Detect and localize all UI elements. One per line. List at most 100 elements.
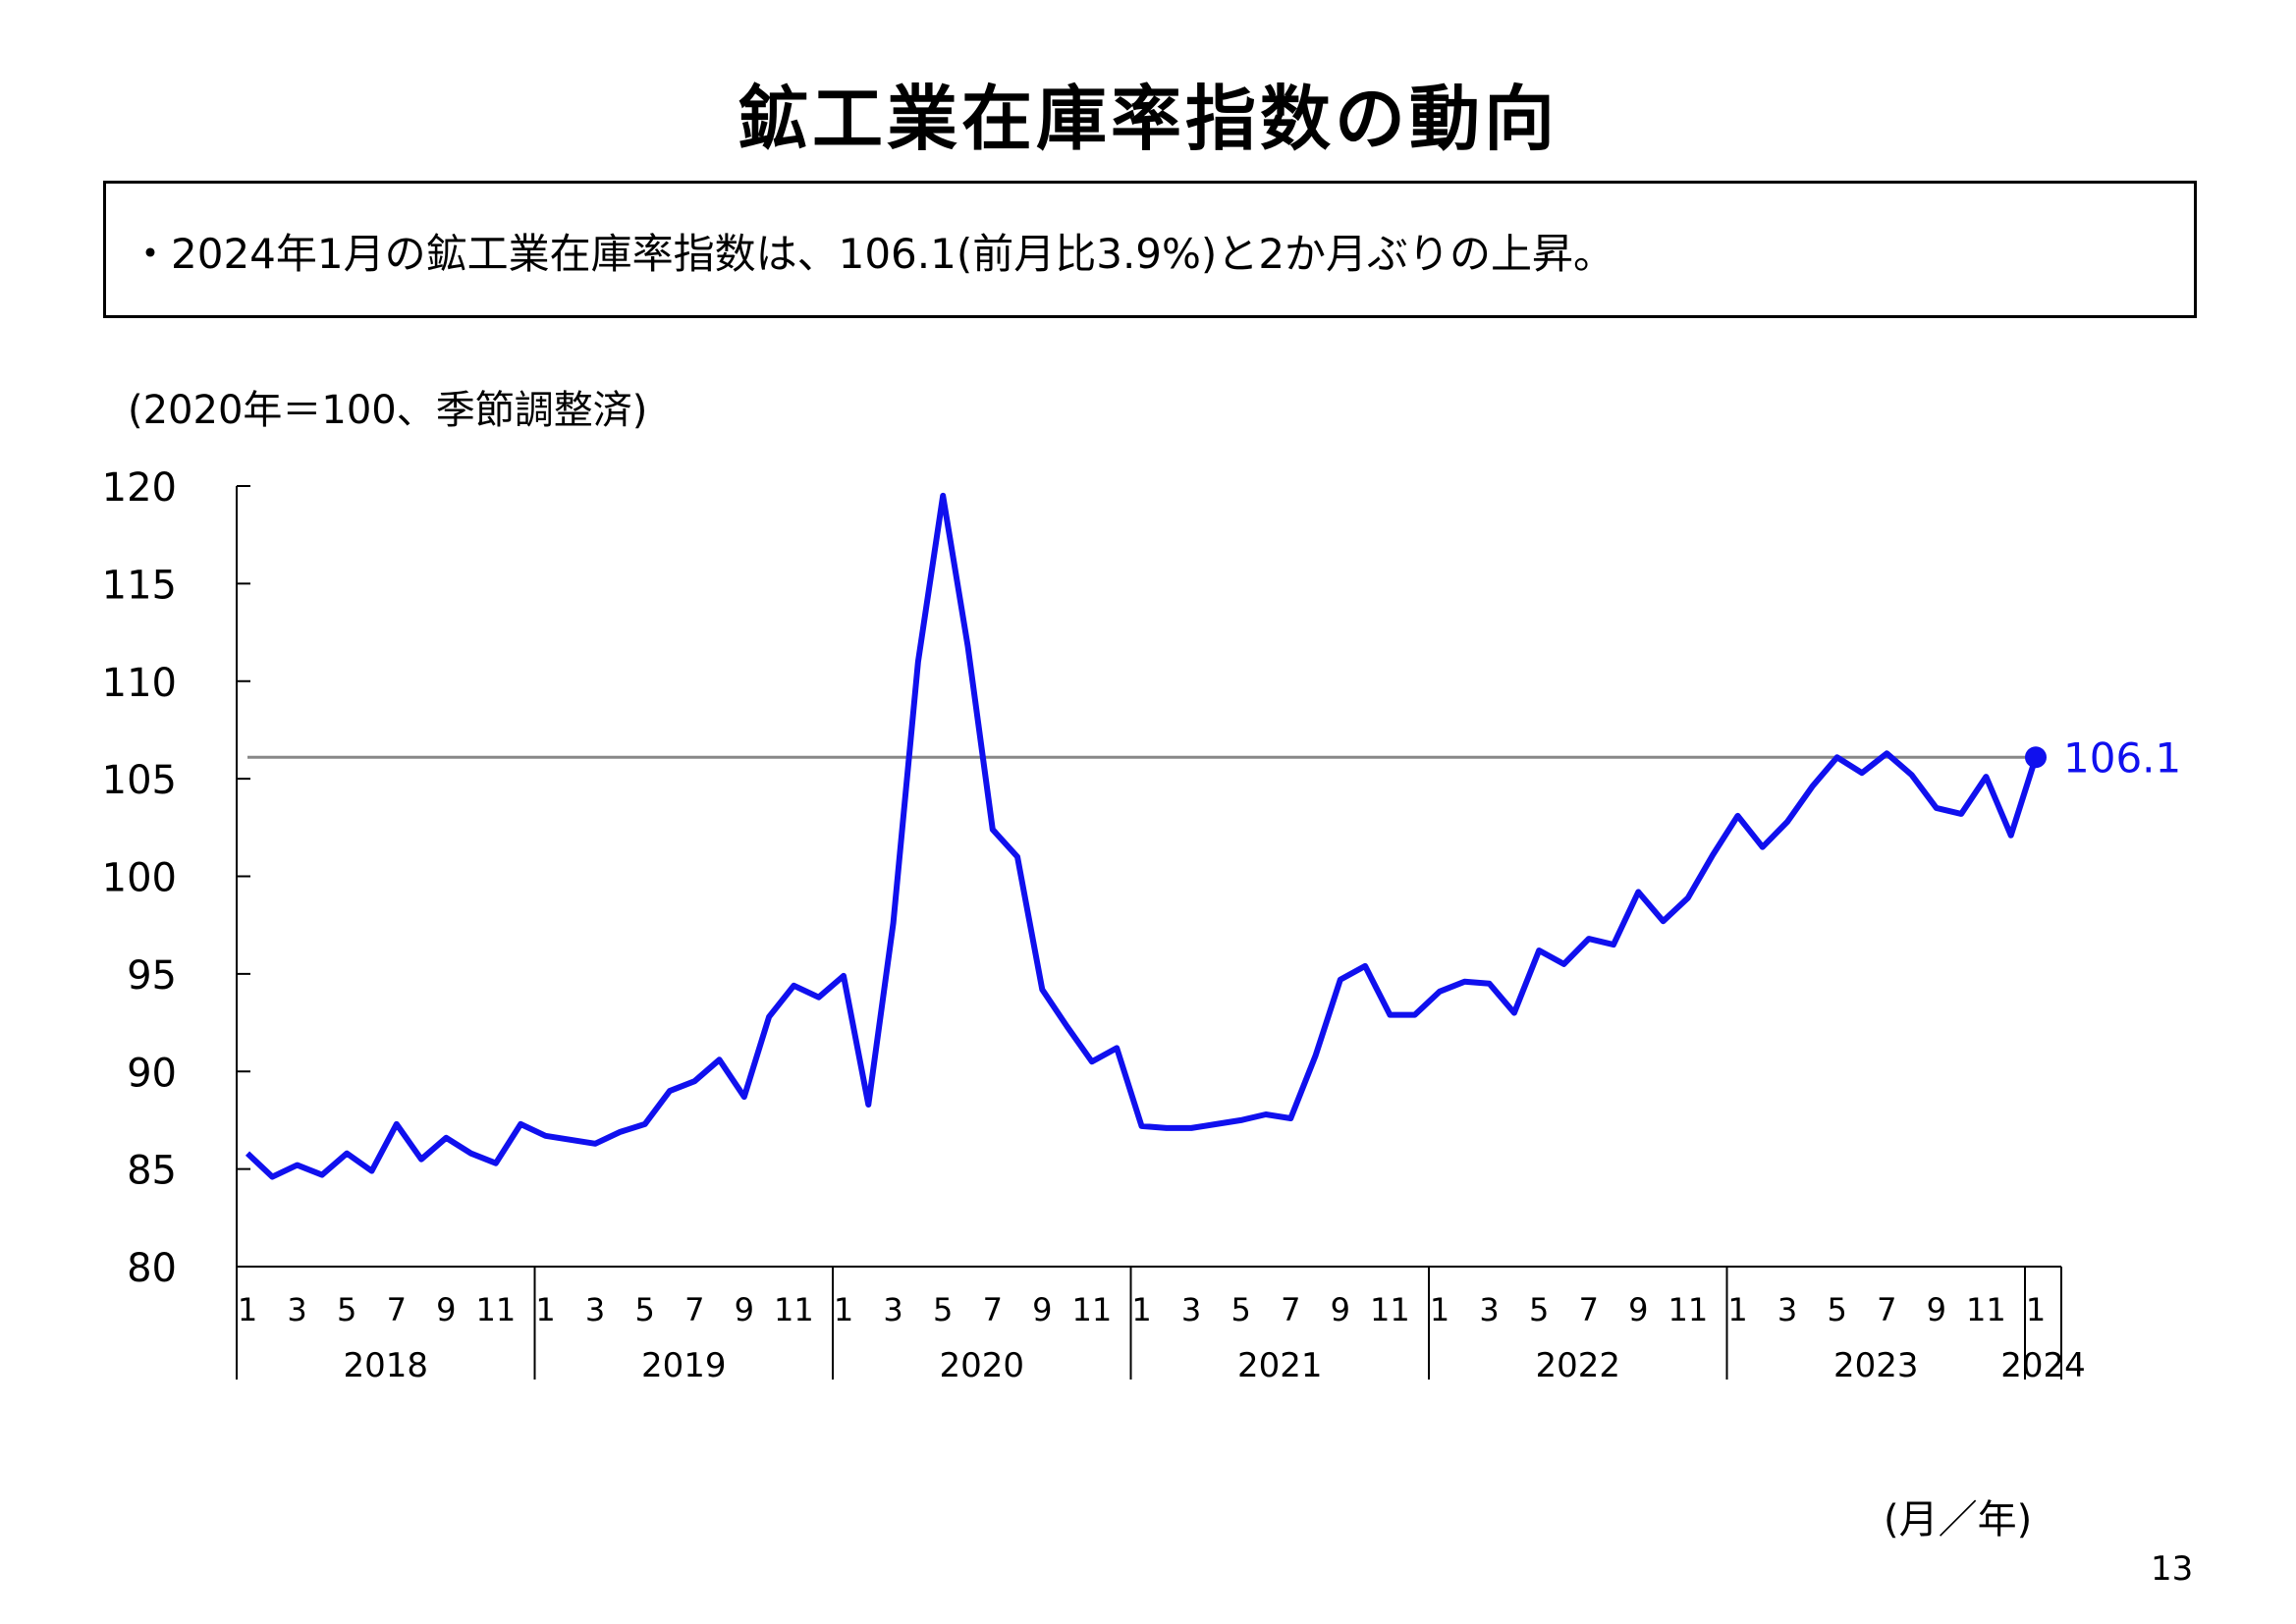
data-point — [1014, 854, 1020, 860]
data-point — [1586, 936, 1592, 942]
month-tick-label: 11 — [774, 1291, 814, 1328]
data-point — [1958, 811, 1964, 817]
data-point — [1338, 977, 1343, 983]
data-point — [1983, 774, 1989, 780]
data-point — [1487, 981, 1493, 987]
month-tick-label: 1 — [2026, 1291, 2046, 1328]
data-point — [766, 1014, 772, 1020]
page-number: 13 — [2151, 1549, 2194, 1589]
data-point — [1560, 961, 1566, 967]
data-point — [990, 827, 996, 833]
month-tick-label: 9 — [436, 1291, 456, 1328]
data-point — [592, 1141, 598, 1147]
last-point-marker — [2025, 746, 2047, 769]
series-line — [245, 492, 2039, 1180]
data-point — [1313, 1053, 1319, 1058]
month-tick-label: 9 — [1628, 1291, 1648, 1328]
data-point — [1089, 1058, 1095, 1064]
year-label: 2023 — [1833, 1346, 1919, 1385]
y-tick-label: 80 — [127, 1246, 177, 1291]
data-point — [891, 920, 897, 926]
data-point — [1661, 918, 1667, 924]
data-point — [667, 1088, 673, 1094]
month-tick-label: 3 — [585, 1291, 605, 1328]
data-point — [1735, 813, 1741, 819]
data-point — [940, 493, 946, 499]
data-point — [617, 1129, 623, 1135]
data-point — [1710, 852, 1716, 858]
year-label: 2019 — [641, 1346, 727, 1385]
month-tick-label: 5 — [634, 1291, 654, 1328]
data-point — [418, 1157, 424, 1163]
data-point — [1387, 1012, 1393, 1018]
month-tick-label: 1 — [238, 1291, 257, 1328]
month-tick-label: 11 — [1966, 1291, 2006, 1328]
month-tick-label: 3 — [287, 1291, 306, 1328]
month-tick-label: 5 — [1529, 1291, 1549, 1328]
month-tick-label: 9 — [1331, 1291, 1350, 1328]
month-tick-label: 11 — [1072, 1291, 1113, 1328]
year-label: 2021 — [1237, 1346, 1323, 1385]
data-point — [1760, 844, 1766, 850]
month-tick-label: 11 — [476, 1291, 517, 1328]
data-point — [915, 659, 921, 665]
data-point — [741, 1094, 747, 1100]
data-point — [1362, 963, 1368, 969]
y-tick-label: 90 — [127, 1051, 177, 1096]
y-tick-label: 95 — [127, 953, 177, 999]
month-tick-label: 11 — [1668, 1291, 1709, 1328]
data-point — [1238, 1117, 1244, 1123]
month-tick-label: 1 — [535, 1291, 555, 1328]
data-point — [1685, 894, 1691, 900]
data-point — [1287, 1115, 1293, 1121]
month-tick-label: 7 — [1579, 1291, 1599, 1328]
data-point — [1834, 754, 1840, 760]
data-point — [319, 1172, 325, 1178]
month-tick-label: 3 — [1181, 1291, 1201, 1328]
data-point — [1809, 784, 1815, 789]
year-label: 2018 — [343, 1346, 428, 1385]
data-point — [642, 1121, 648, 1127]
year-label: 2020 — [939, 1346, 1024, 1385]
data-point — [791, 983, 796, 989]
month-tick-label: 3 — [1479, 1291, 1499, 1328]
month-tick-label: 7 — [387, 1291, 407, 1328]
month-tick-label: 1 — [1727, 1291, 1747, 1328]
data-point — [2008, 833, 2014, 839]
data-point — [1213, 1121, 1219, 1127]
data-point — [816, 995, 822, 1001]
year-label: 2022 — [1535, 1346, 1620, 1385]
month-tick-label: 5 — [1230, 1291, 1250, 1328]
page-title: 鉱工業在庫率指数の動向 — [737, 78, 1558, 160]
data-point — [1263, 1111, 1269, 1117]
data-point — [1934, 805, 1940, 811]
data-point — [1611, 942, 1616, 947]
month-tick-label: 1 — [1430, 1291, 1449, 1328]
data-point — [1139, 1123, 1145, 1129]
data-point — [717, 1056, 723, 1062]
month-tick-label: 9 — [1032, 1291, 1052, 1328]
data-point — [1461, 979, 1467, 985]
y-tick-label: 110 — [102, 661, 177, 706]
data-point — [691, 1078, 697, 1084]
data-point — [493, 1161, 499, 1166]
y-tick-label: 105 — [102, 758, 177, 803]
data-point — [1859, 770, 1865, 776]
data-point — [468, 1151, 474, 1157]
year-label: 2024 — [2000, 1346, 2086, 1385]
data-point — [865, 1102, 871, 1108]
last-point-label: 106.1 — [2063, 733, 2181, 782]
data-point — [1635, 889, 1641, 894]
data-point — [245, 1151, 250, 1157]
data-point — [543, 1133, 549, 1139]
data-point — [1188, 1125, 1194, 1131]
month-tick-label: 3 — [883, 1291, 902, 1328]
month-tick-label: 9 — [1927, 1291, 1946, 1328]
data-point — [1909, 772, 1915, 778]
summary-box: ・2024年1月の鉱工業在庫率指数は、106.1(前月比3.9%)と2か月ぶりの… — [103, 181, 2197, 318]
summary-text: ・2024年1月の鉱工業在庫率指数は、106.1(前月比3.9%)と2か月ぶりの… — [130, 230, 1615, 278]
month-tick-label: 9 — [735, 1291, 754, 1328]
month-tick-label: 7 — [983, 1291, 1003, 1328]
month-tick-label: 5 — [1827, 1291, 1846, 1328]
